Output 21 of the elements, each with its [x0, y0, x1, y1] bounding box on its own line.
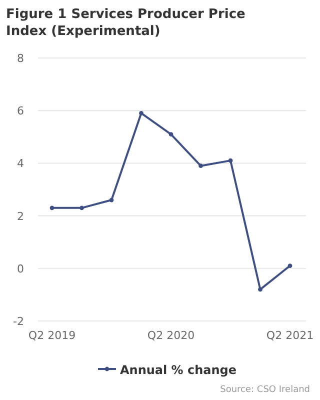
x-tick-label: Q2 2019 — [28, 329, 76, 342]
y-tick-label: 8 — [17, 52, 24, 65]
y-tick-label: 6 — [17, 104, 24, 118]
point — [288, 264, 292, 268]
point — [228, 158, 233, 163]
point — [198, 164, 203, 168]
x-tick-label: Q2 2021 — [266, 329, 314, 342]
chart-title: Figure 1 Services Producer Price Index (Experimental) — [6, 7, 246, 39]
legend-label: Annual % change — [120, 363, 237, 377]
y-tick-label: 0 — [17, 262, 24, 276]
x-tick-label: Q2 2020 — [147, 329, 195, 342]
y-tick-label: 4 — [17, 157, 24, 170]
point — [80, 206, 84, 210]
point — [139, 111, 144, 116]
y-tick-label: 2 — [17, 210, 24, 223]
point — [168, 132, 174, 136]
point — [258, 287, 262, 292]
y-tick-label: -2 — [13, 315, 24, 328]
point — [109, 198, 114, 202]
point — [50, 206, 54, 210]
source-note: Source: CSO Ireland — [220, 385, 310, 395]
